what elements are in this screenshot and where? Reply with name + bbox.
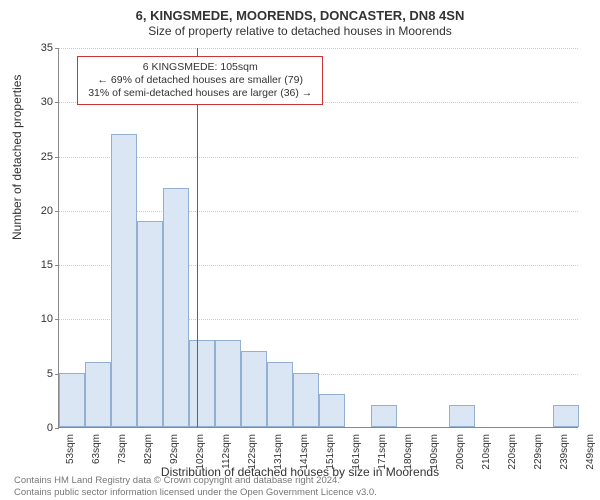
histogram-bar bbox=[137, 221, 163, 427]
ytick-mark bbox=[55, 211, 59, 212]
ytick-mark bbox=[55, 319, 59, 320]
ytick-label: 25 bbox=[23, 151, 53, 163]
ytick-mark bbox=[55, 48, 59, 49]
histogram-bar bbox=[267, 362, 293, 427]
histogram-bar bbox=[449, 405, 475, 427]
annot-line-2: ← 69% of detached houses are smaller (79… bbox=[88, 74, 312, 87]
title-main: 6, KINGSMEDE, MOORENDS, DONCASTER, DN8 4… bbox=[0, 8, 600, 23]
annot-line-1: 6 KINGSMEDE: 105sqm bbox=[88, 61, 312, 74]
ytick-label: 15 bbox=[23, 259, 53, 271]
histogram-bar bbox=[293, 373, 319, 427]
histogram-bar bbox=[215, 340, 241, 427]
histogram-bar bbox=[319, 394, 345, 427]
histogram-bar bbox=[371, 405, 397, 427]
annot-line-3: 31% of semi-detached houses are larger (… bbox=[88, 87, 312, 100]
plot: 0510152025303553sqm63sqm73sqm82sqm92sqm1… bbox=[58, 48, 578, 428]
histogram-bar bbox=[85, 362, 111, 427]
histogram-bar bbox=[111, 134, 137, 427]
footer-line-1: Contains HM Land Registry data © Crown c… bbox=[14, 475, 377, 486]
ytick-label: 30 bbox=[23, 96, 53, 108]
ytick-label: 35 bbox=[23, 42, 53, 54]
title-block: 6, KINGSMEDE, MOORENDS, DONCASTER, DN8 4… bbox=[0, 0, 600, 38]
ytick-label: 0 bbox=[23, 422, 53, 434]
histogram-bar bbox=[163, 188, 189, 427]
ytick-label: 5 bbox=[23, 368, 53, 380]
footer: Contains HM Land Registry data © Crown c… bbox=[14, 475, 377, 498]
footer-line-2: Contains public sector information licen… bbox=[14, 487, 377, 498]
histogram-bar bbox=[241, 351, 267, 427]
gridline bbox=[59, 48, 578, 49]
ytick-label: 10 bbox=[23, 313, 53, 325]
histogram-bar bbox=[553, 405, 579, 427]
ytick-mark bbox=[55, 265, 59, 266]
ytick-mark bbox=[55, 157, 59, 158]
title-sub: Size of property relative to detached ho… bbox=[0, 24, 600, 38]
ytick-mark bbox=[55, 428, 59, 429]
histogram-bar bbox=[189, 340, 215, 427]
chart-area: 0510152025303553sqm63sqm73sqm82sqm92sqm1… bbox=[58, 48, 578, 428]
ytick-mark bbox=[55, 102, 59, 103]
ytick-label: 20 bbox=[23, 205, 53, 217]
annotation-box: 6 KINGSMEDE: 105sqm← 69% of detached hou… bbox=[77, 56, 323, 105]
y-axis-label: Number of detached properties bbox=[10, 75, 24, 240]
histogram-bar bbox=[59, 373, 85, 427]
